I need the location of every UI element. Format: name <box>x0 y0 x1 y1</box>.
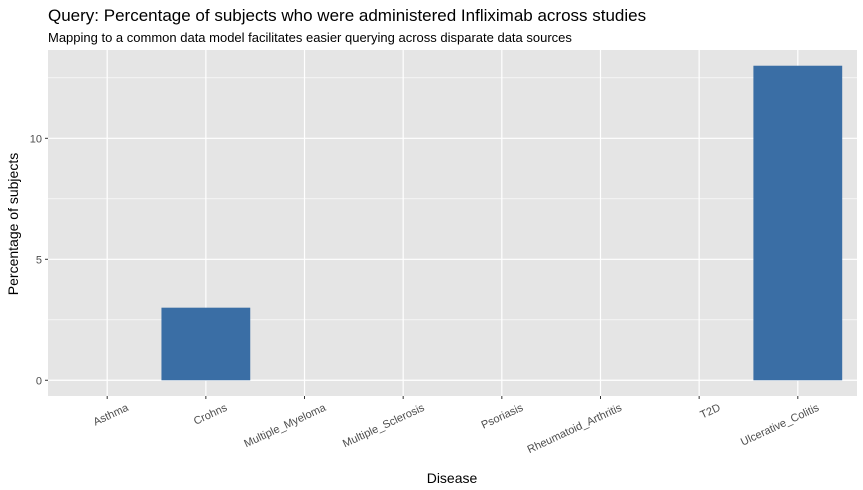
x-tick-label: Asthma <box>92 401 132 428</box>
y-axis-title: Percentage of subjects <box>5 153 21 295</box>
y-tick-label: 5 <box>36 254 42 266</box>
y-tick-label: 10 <box>30 133 42 145</box>
bar-crohns <box>161 307 251 381</box>
x-axis: Asthma Crohns Multiple_Myeloma Multiple_Scl… <box>92 396 822 456</box>
bar-ulcerative-colitis <box>753 65 843 381</box>
bars <box>161 65 843 381</box>
x-tick-label: Rheumatoid_Arthritis <box>526 402 625 456</box>
x-tick-label: T2D <box>699 402 723 422</box>
chart-title: Query: Percentage of subjects who were a… <box>48 6 646 25</box>
y-axis: 0 5 10 <box>30 133 48 387</box>
x-tick-label: Ulcerative_Colitis <box>739 402 822 449</box>
x-tick-label: Multiple_Myeloma <box>242 401 328 450</box>
chart-subtitle: Mapping to a common data model facilitat… <box>48 30 572 45</box>
x-axis-title: Disease <box>427 470 478 486</box>
x-tick-label: Crohns <box>192 402 230 428</box>
x-tick-label: Psoriasis <box>480 402 526 432</box>
x-tick-label: Multiple_Sclerosis <box>341 402 427 451</box>
y-tick-label: 0 <box>36 375 42 387</box>
